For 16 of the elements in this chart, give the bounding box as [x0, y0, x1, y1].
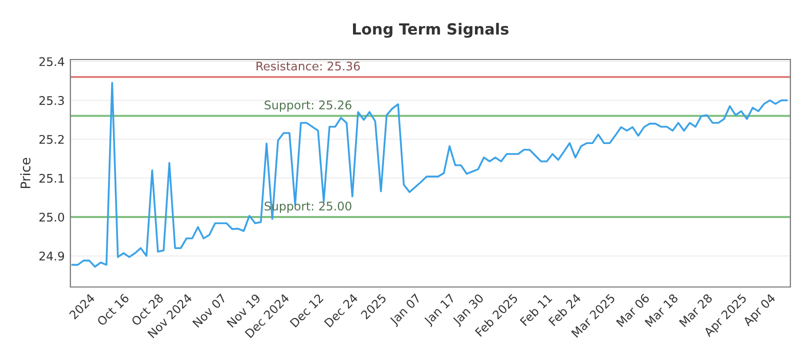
y-tick-label: 25.0 [39, 212, 64, 222]
x-tick-label: Dec 12 [290, 294, 324, 328]
x-tick-label: Dec 24 [324, 293, 358, 328]
y-tick-label: 25.1 [39, 174, 64, 183]
x-tick-label: Nov 07 [192, 293, 227, 328]
x-tick-label: Jan 07 [388, 293, 423, 328]
y-tick-label: 25.2 [39, 134, 64, 144]
chart-title: Long Term Signals [353, 22, 508, 38]
y-tick-label: 25.3 [39, 96, 64, 105]
y-axis-title: Price [20, 158, 30, 188]
ref-line-label: Resistance: 25.36 [256, 61, 360, 71]
y-tick-label: 24.9 [39, 252, 64, 261]
ref-line-label: Support: 25.26 [264, 100, 352, 112]
y-tick-label: 25.4 [39, 57, 64, 66]
line-series [71, 82, 788, 268]
x-tick-label: Oct 16 [96, 293, 130, 326]
